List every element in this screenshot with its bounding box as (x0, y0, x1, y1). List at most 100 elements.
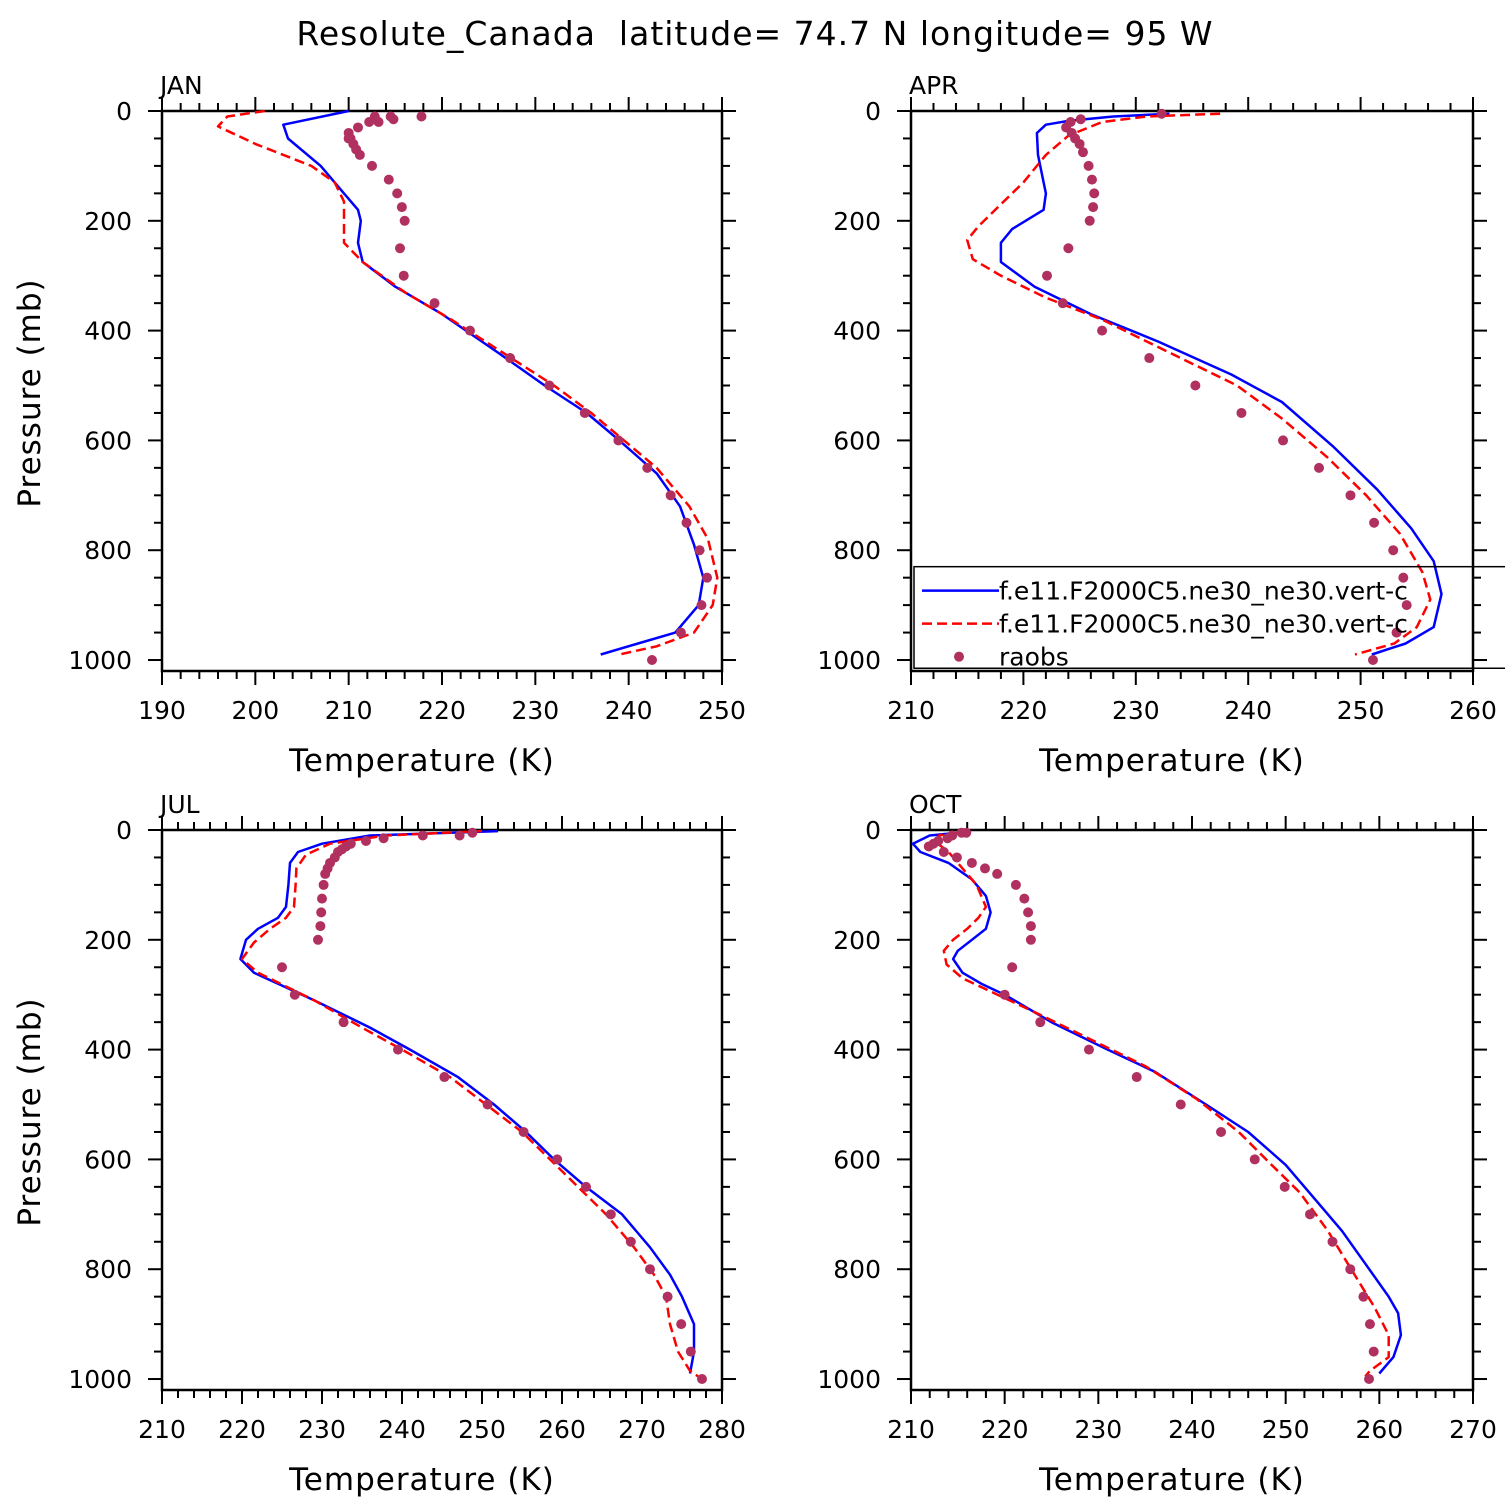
raobs-point (1063, 243, 1074, 254)
y-tick-label: 400 (84, 1036, 132, 1065)
series-raobs (1042, 108, 1412, 666)
y-tick-label: 800 (833, 1255, 881, 1284)
raobs-point (1023, 907, 1034, 918)
raobs-point (1010, 879, 1021, 890)
raobs-point (1057, 298, 1068, 309)
x-tick-label: 230 (1112, 696, 1160, 725)
raobs-point (1075, 114, 1086, 125)
raobs-point (579, 407, 590, 418)
raobs-point (318, 879, 329, 890)
series-model-dashed-line (216, 109, 719, 656)
raobs-point (1077, 147, 1088, 158)
x-tick-label: 270 (618, 1415, 666, 1444)
legend-dot-marker (954, 651, 964, 662)
panel-label: OCT (909, 790, 962, 819)
x-tick-label: 210 (887, 696, 935, 725)
raobs-point (685, 1346, 696, 1357)
x-tick-label: 220 (1000, 696, 1048, 725)
raobs-point (979, 863, 990, 874)
raobs-point (1025, 921, 1036, 932)
x-tick-label: 210 (887, 1415, 935, 1444)
x-tick-label: 220 (981, 1415, 1029, 1444)
raobs-point (396, 202, 407, 213)
raobs-point (1401, 600, 1412, 611)
y-tick-label: 400 (833, 317, 881, 346)
raobs-point (1364, 1374, 1375, 1385)
legend-entry-label: f.e11.F2000C5.ne30_ne30.vert-c (999, 610, 1408, 639)
raobs-point (1305, 1209, 1316, 1220)
raobs-point (1074, 138, 1085, 149)
raobs-point (956, 827, 967, 838)
raobs-point (681, 517, 692, 528)
x-tick-label: 260 (1355, 1415, 1403, 1444)
raobs-point (277, 962, 287, 973)
raobs-point (1216, 1126, 1227, 1137)
raobs-point (1345, 490, 1356, 501)
panels-group: JAN 190 200 210 220 230 240 250 0 200 400 600 800 100… (12, 71, 1505, 1498)
x-tick-label: 270 (1449, 1415, 1497, 1444)
y-tick-label: 1000 (68, 1365, 132, 1394)
series-raobs (343, 111, 713, 666)
raobs-point (1083, 160, 1094, 171)
plot-frame (160, 109, 724, 673)
x-tick-label: 220 (218, 1415, 266, 1444)
legend: f.e11.F2000C5.ne30_ne30.vert-c f.e11.F200… (913, 565, 1505, 672)
y-tick-label: 0 (865, 97, 881, 126)
x-tick-label: 200 (231, 696, 279, 725)
raobs-point (1236, 407, 1247, 418)
raobs-point (1278, 435, 1289, 446)
series-model-solid-line (911, 831, 1403, 1375)
raobs-point (1367, 655, 1378, 666)
series-raobs (277, 827, 707, 1385)
raobs-point (289, 989, 300, 1000)
y-tick-label: 800 (833, 536, 881, 565)
y-tick-label: 600 (833, 1145, 881, 1174)
raobs-point (544, 380, 555, 391)
raobs-point (315, 921, 326, 932)
raobs-point (942, 833, 953, 844)
raobs-point (465, 325, 475, 336)
x-axis-label: Temperature (K) (1038, 1462, 1305, 1498)
raobs-point (338, 1017, 349, 1028)
y-tick-label: 200 (833, 207, 881, 236)
x-axis-label: Temperature (K) (1038, 743, 1305, 779)
x-tick-label: 230 (1074, 1415, 1122, 1444)
raobs-point (1035, 1017, 1046, 1028)
series-raobs (923, 827, 1379, 1385)
series-model-dashed-line (240, 829, 699, 1378)
y-tick-label: 1000 (817, 1365, 881, 1394)
raobs-point (364, 116, 375, 127)
y-tick-label: 1000 (68, 646, 132, 675)
raobs-point (320, 868, 331, 879)
raobs-point (1391, 627, 1402, 638)
raobs-point (625, 1236, 636, 1247)
chart-panel-jul: JUL 210 220 230 240 250 260 270 280 0 200 400 600 800… (12, 790, 746, 1498)
x-axis-label: Temperature (K) (288, 1462, 555, 1498)
raobs-point (482, 1099, 493, 1110)
raobs-point (1019, 893, 1030, 904)
raobs-point (454, 830, 465, 841)
x-tick-label: 210 (325, 696, 373, 725)
x-tick-label: 240 (1168, 1415, 1216, 1444)
raobs-point (645, 1264, 655, 1275)
raobs-point (665, 490, 676, 501)
x-tick-label: 240 (1224, 696, 1272, 725)
plot-frame (160, 828, 724, 1392)
x-tick-label: 280 (698, 1415, 746, 1444)
raobs-point (1088, 202, 1099, 213)
y-tick-label: 200 (833, 926, 881, 955)
figure-title: Resolute_Canada latitude= 74.7 N longitu… (296, 14, 1213, 53)
plot-frame (909, 828, 1475, 1392)
raobs-point (1042, 270, 1053, 281)
y-tick-label: 200 (84, 207, 132, 236)
raobs-point (316, 907, 327, 918)
raobs-point (1144, 353, 1155, 364)
x-tick-label: 210 (138, 1415, 186, 1444)
legend-entry-label: raobs (999, 643, 1069, 672)
raobs-point (1369, 517, 1380, 528)
y-tick-label: 1000 (817, 646, 881, 675)
chart-panel-apr: APR 210 220 230 240 250 260 0 200 400 600 800 1000 Te… (817, 71, 1505, 779)
raobs-point (317, 893, 327, 904)
raobs-point (1388, 545, 1399, 556)
